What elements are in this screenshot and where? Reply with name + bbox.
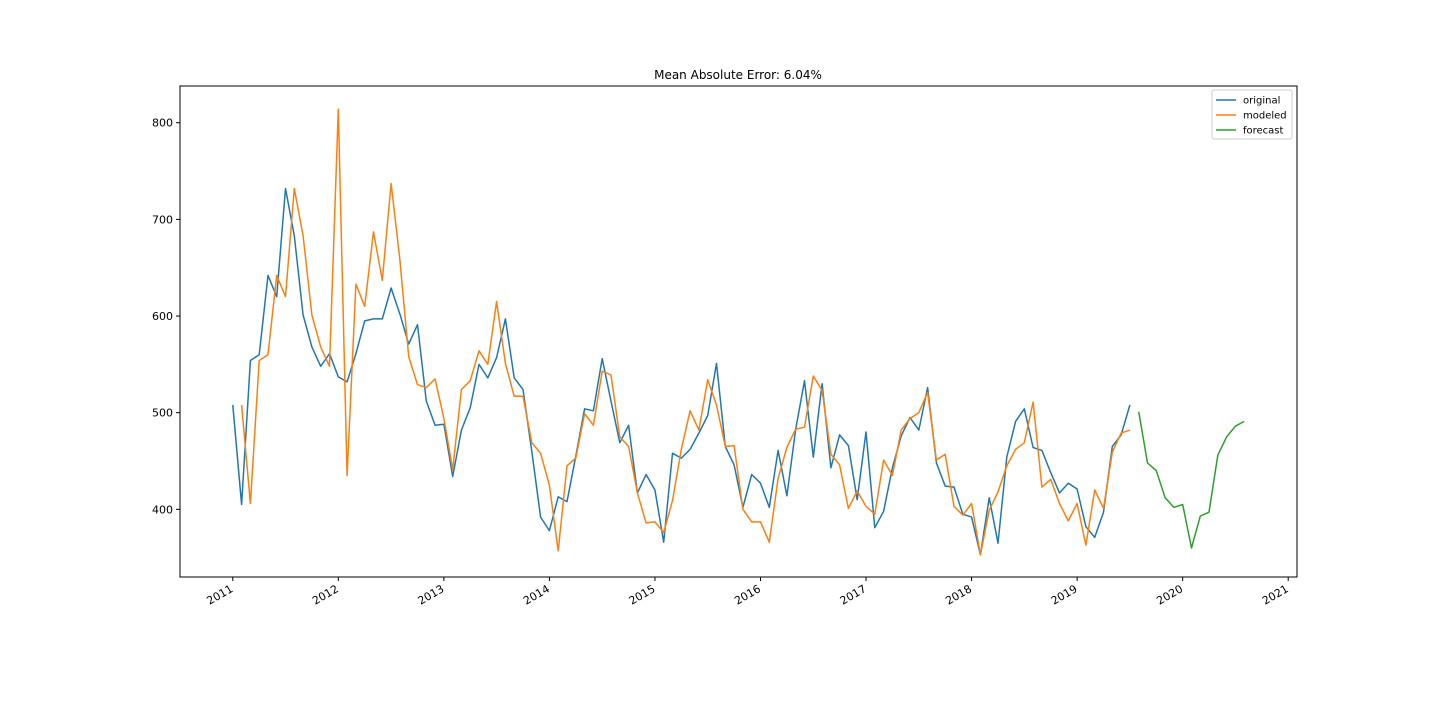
x-tick-label: 2015 — [627, 582, 658, 607]
chart-title: Mean Absolute Error: 6.04% — [654, 68, 822, 82]
y-axis: 400 500 600 700 800 — [152, 117, 180, 516]
series-line-forecast — [1137, 411, 1245, 549]
y-tick-label: 400 — [152, 503, 173, 516]
legend-label-modeled: modeled — [1243, 111, 1287, 122]
legend-label-original: original — [1243, 96, 1280, 107]
x-tick-label: 2011 — [205, 582, 236, 607]
x-tick-label: 2018 — [943, 582, 974, 607]
legend-frame — [1211, 89, 1293, 140]
legend: original modeled forecast — [1211, 89, 1293, 140]
legend-label-forecast: forecast — [1243, 126, 1284, 137]
x-tick-label: 2020 — [1154, 582, 1185, 607]
x-tick-label: 2012 — [310, 582, 341, 607]
x-tick-label: 2017 — [838, 582, 869, 607]
y-tick-label: 600 — [152, 310, 173, 323]
plot-lines — [232, 108, 1245, 556]
x-tick-label: 2019 — [1049, 582, 1080, 607]
y-tick-label: 700 — [152, 213, 173, 226]
x-tick-label: 2014 — [521, 582, 552, 607]
y-tick-label: 800 — [152, 117, 173, 130]
x-tick-label: 2021 — [1260, 582, 1291, 607]
x-tick-label: 2016 — [732, 582, 763, 607]
series-line-modeled — [240, 108, 1131, 556]
series-line-original — [232, 187, 1131, 556]
x-tick-label: 2013 — [416, 582, 447, 607]
y-tick-label: 500 — [152, 407, 173, 420]
x-axis: 2011 2012 2013 2014 2015 2016 2017 2018 2019 2020… — [205, 577, 1291, 608]
plot-frame — [179, 85, 1298, 578]
